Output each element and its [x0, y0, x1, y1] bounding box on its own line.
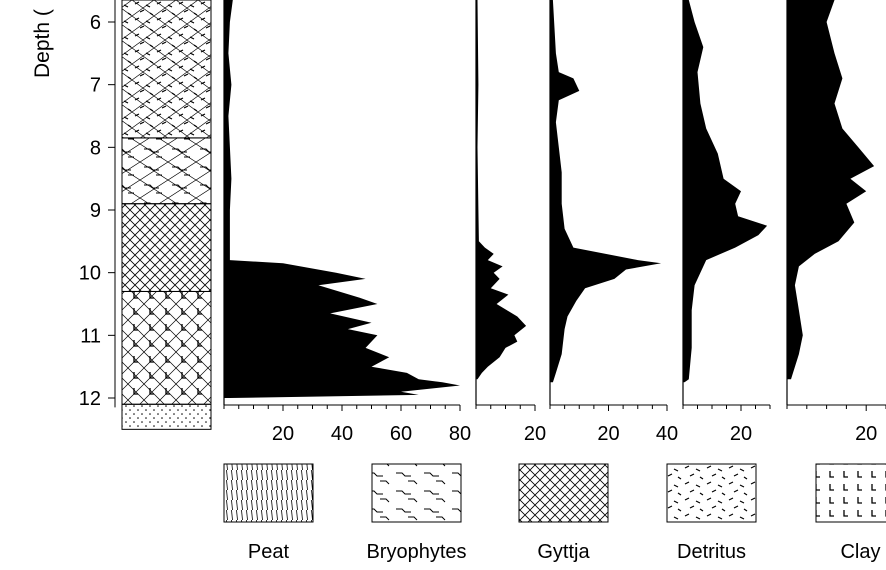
x-tick-label: 20: [524, 423, 546, 445]
y-tick-label: 9: [90, 200, 101, 222]
legend: Peat Bryophytes Gyttja Detritus Clay: [223, 463, 886, 563]
y-tick-label: 12: [79, 388, 101, 410]
y-axis: 6 7 8 9 10 11 12: [79, 0, 116, 410]
y-tick-label: 6: [90, 12, 101, 34]
lithology-layer-clay: [121, 290, 212, 405]
legend-swatch: [371, 463, 462, 523]
profile-area: [550, 0, 662, 383]
legend-item-bryophytes: Bryophytes: [366, 463, 467, 563]
lithology-layer-detritus: [121, 0, 212, 139]
legend-label: Bryophytes: [366, 541, 466, 563]
y-tick-label: 8: [90, 137, 101, 159]
legend-swatch: [518, 463, 609, 523]
panel-2: 20: [475, 0, 546, 445]
legend-label: Gyttja: [537, 541, 590, 563]
x-tick-label: 20: [730, 423, 752, 445]
panel-5: 20: [786, 0, 886, 445]
profile-panels: 20 40 60 80 20 20 40 20 20: [223, 0, 886, 445]
legend-swatch: [815, 463, 886, 523]
legend-label: Detritus: [677, 541, 746, 563]
legend-label: Clay: [840, 541, 880, 563]
legend-swatch: [666, 463, 757, 523]
panel-3: 20 40: [549, 0, 678, 445]
x-tick-label: 20: [597, 423, 619, 445]
x-tick-label: 80: [449, 423, 471, 445]
y-axis-label: Depth (: [31, 9, 54, 78]
x-tick-label: 60: [390, 423, 412, 445]
legend-swatch: [223, 463, 314, 523]
lithology-layer-gyttja: [121, 203, 212, 292]
x-tick-label: 20: [855, 423, 877, 445]
legend-label: Peat: [248, 541, 290, 563]
x-tick-label: 20: [272, 423, 294, 445]
panel-1: 20 40 60 80: [223, 0, 471, 445]
lithology-column: [121, 0, 212, 430]
legend-item-clay: Clay: [815, 463, 886, 563]
y-tick-label: 7: [90, 75, 101, 97]
profile-area: [476, 0, 527, 380]
x-tick-label: 40: [331, 423, 353, 445]
legend-item-detritus: Detritus: [666, 463, 757, 563]
profile-area: [787, 0, 875, 380]
lithology-layer-bryophytes: [121, 137, 212, 205]
legend-item-peat: Peat: [223, 463, 314, 563]
profile-area: [224, 0, 460, 398]
panel-4: 20: [682, 0, 771, 445]
y-tick-label: 10: [79, 263, 101, 285]
y-tick-label: 11: [80, 325, 101, 347]
legend-item-gyttja: Gyttja: [518, 463, 609, 563]
profile-area: [683, 0, 768, 383]
x-tick-label: 40: [656, 423, 678, 445]
lithology-layer-sand: [121, 403, 212, 430]
